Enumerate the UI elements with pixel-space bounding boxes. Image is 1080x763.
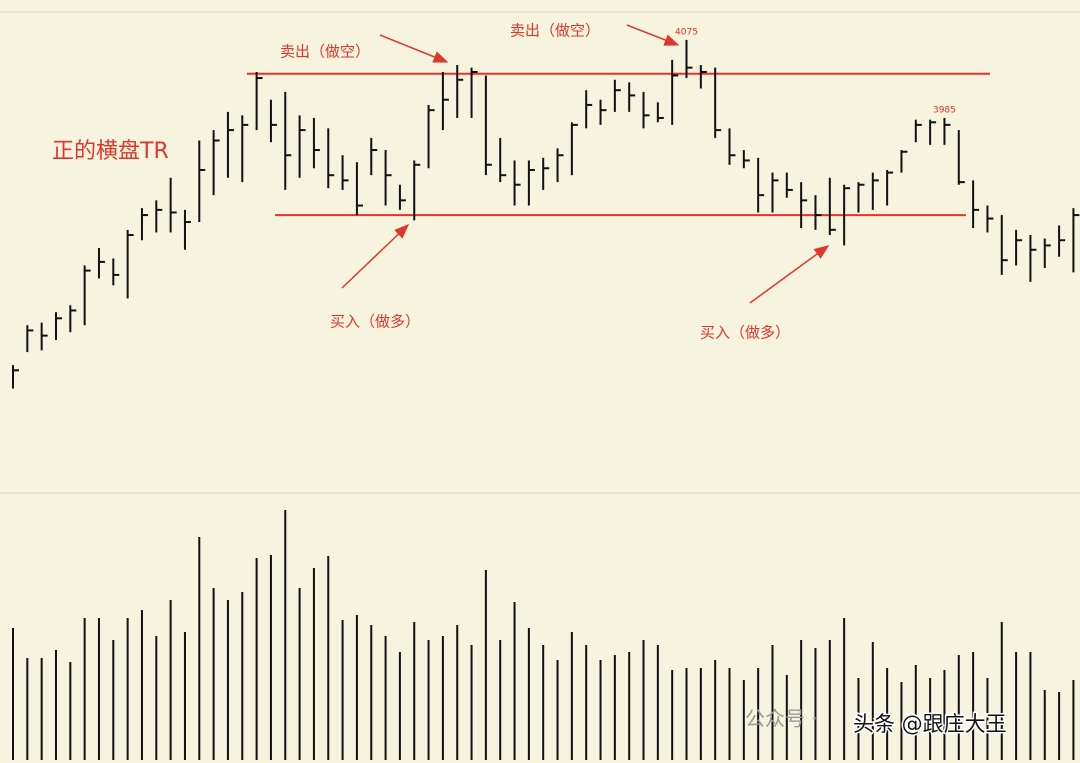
watermark: 头条 @跟庄大王 <box>853 712 1007 736</box>
annotation: 买入（做多） <box>700 324 790 342</box>
annotation: 卖出（做空） <box>510 22 600 40</box>
high-label: 4075 <box>675 27 698 37</box>
arrows <box>341 24 830 304</box>
watermark: 公众号 · <box>745 707 818 731</box>
high-label: 3985 <box>933 105 956 115</box>
chart-title: 正的横盘TR <box>52 139 169 164</box>
annotation: 卖出（做空） <box>280 43 370 61</box>
annotation: 买入（做多） <box>330 313 420 331</box>
